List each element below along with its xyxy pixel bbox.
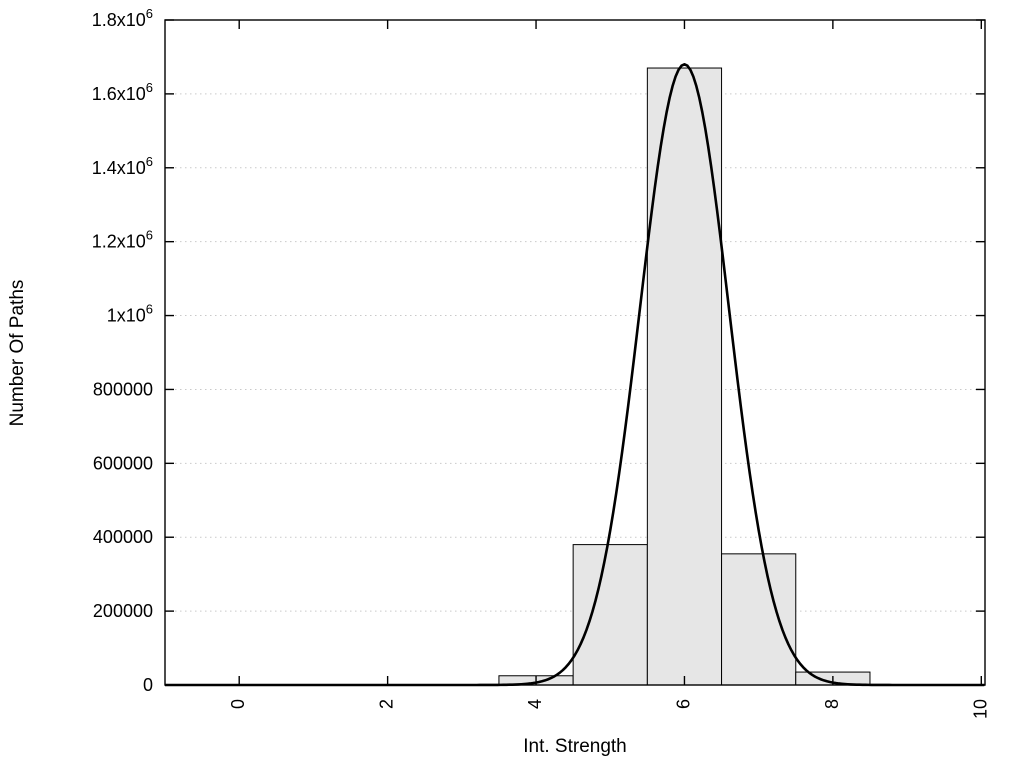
y-tick-label: 600000 (93, 453, 153, 473)
x-tick-label: 4 (525, 699, 545, 709)
y-tick-label: 1.8x106 (92, 6, 153, 30)
y-tick-label: 1.4x106 (92, 154, 153, 178)
y-tick-label: 200000 (93, 601, 153, 621)
x-tick-label: 10 (970, 699, 990, 719)
y-tick-label: 1x106 (107, 302, 153, 326)
x-tick-label: 0 (228, 699, 248, 709)
y-tick-label: 800000 (93, 379, 153, 399)
histogram-bar (721, 553, 797, 686)
plot-border (164, 19, 986, 686)
y-tick-label: 1.6x106 (92, 80, 153, 104)
y-tick-label: 1.2x106 (92, 228, 153, 252)
y-tick-label: 400000 (93, 527, 153, 547)
y-tick-label: 0 (143, 675, 153, 695)
histogram-bar (572, 544, 648, 686)
x-tick-label: 6 (673, 699, 693, 709)
x-axis-label: Int. Strength (523, 736, 627, 757)
histogram-bar (646, 67, 723, 686)
x-tick-label: 2 (377, 699, 397, 709)
y-axis-label: Number Of Paths (7, 279, 28, 427)
x-tick-label: 8 (822, 699, 842, 709)
